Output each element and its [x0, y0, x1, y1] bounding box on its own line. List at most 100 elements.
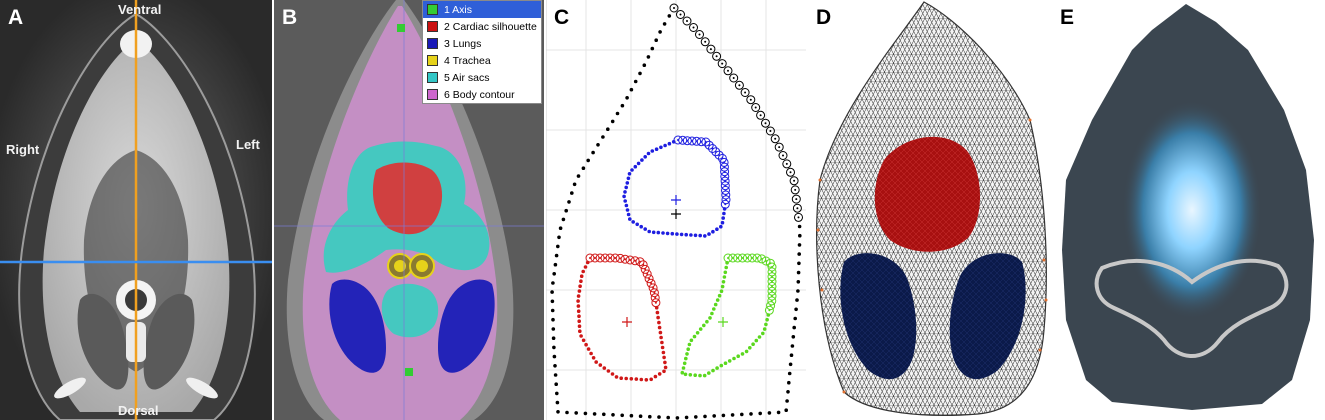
contour-electrode-center — [774, 137, 777, 140]
contour-electrode-center — [654, 296, 657, 299]
contour-dot — [740, 412, 744, 417]
contour-electrode-center — [795, 198, 798, 201]
contour-electrode-marker — [756, 110, 766, 120]
panel-a-ct-slice: A Ventral Dorsal Right Left — [0, 0, 272, 420]
contour-dot — [651, 230, 656, 235]
contour-dot — [656, 315, 660, 320]
contour-dot — [717, 293, 722, 298]
contour-electrode-marker — [700, 37, 710, 47]
contour-dot — [558, 226, 563, 230]
contour-dot — [625, 208, 630, 212]
legend-item-trachea[interactable]: 4 Trachea — [423, 52, 541, 69]
legend-item-lungs[interactable]: 3 Lungs — [423, 35, 541, 52]
contour-dot — [660, 345, 665, 350]
contour-electrode-marker — [778, 151, 788, 160]
contour-dot — [671, 140, 676, 144]
contour-dot — [619, 376, 623, 381]
contour-electrode-marker — [646, 278, 656, 288]
contour-dot — [610, 119, 615, 124]
contour-dot — [554, 253, 559, 258]
contour-dot — [606, 369, 611, 373]
contour-electrode-center — [727, 69, 729, 72]
contour-dot — [628, 217, 632, 221]
contour-dot — [581, 166, 586, 170]
contour-dot — [797, 261, 801, 266]
contour-dot — [786, 390, 790, 394]
legend-label: 1 Axis — [444, 3, 473, 16]
contour-dot — [663, 360, 667, 365]
legend-item-cardiac[interactable]: 2 Cardiac silhouette — [423, 18, 541, 35]
legend-label: 6 Body contour — [444, 88, 515, 101]
contour-dot — [620, 413, 624, 418]
contour-dot — [710, 311, 714, 316]
panel-c-label: C — [554, 6, 570, 29]
contour-dot — [715, 227, 719, 231]
contour-dot — [724, 265, 728, 270]
contour-dot — [630, 168, 634, 172]
contour-dot — [550, 308, 555, 313]
contour-dot — [583, 411, 588, 416]
contour-dot — [576, 294, 581, 298]
contour-dot — [596, 143, 600, 147]
cardiac-region — [372, 162, 443, 235]
contour-electrode-marker — [595, 253, 605, 263]
contour-electrode-marker — [734, 80, 744, 90]
contour-dot — [789, 353, 794, 358]
contour-dot — [551, 336, 556, 341]
contour-dot — [662, 22, 667, 26]
contour-electrode-marker — [704, 140, 714, 150]
contour-dot — [578, 329, 582, 334]
contour-dot — [633, 164, 638, 169]
legend-swatch — [427, 55, 438, 66]
contour-dot — [767, 411, 772, 415]
contour-dot — [577, 314, 581, 319]
right-lung-contour-dots — [680, 253, 777, 378]
contour-dot — [657, 372, 662, 376]
contour-dot — [602, 366, 607, 370]
contour-dot — [679, 232, 684, 237]
contour-dot — [681, 366, 686, 370]
legend-item-body-contour[interactable]: 6 Body contour — [423, 86, 541, 103]
legend-swatch — [427, 21, 438, 32]
contour-dot — [625, 96, 629, 100]
contour-dot — [642, 63, 647, 67]
contour-electrode-marker — [669, 3, 679, 13]
legend-item-air-sacs[interactable]: 5 Air sacs — [423, 69, 541, 86]
ventral-label: Ventral — [118, 2, 162, 17]
contour-electrode-marker — [786, 167, 795, 177]
contour-electrode-center — [744, 91, 747, 94]
contour-electrode-center — [686, 20, 688, 22]
contour-dot — [711, 368, 715, 373]
legend-item-axis[interactable]: 1 Axis — [423, 1, 541, 18]
contour-dot — [692, 334, 697, 339]
contour-dot — [796, 289, 800, 293]
contour-electrode-center — [673, 7, 675, 9]
contour-electrode-marker — [770, 134, 780, 144]
contour-electrode-center — [594, 257, 596, 259]
contour-dot — [707, 371, 711, 375]
contour-dot — [577, 324, 582, 329]
legend-swatch — [427, 4, 438, 15]
contour-dot — [567, 200, 571, 204]
contour-dot — [787, 380, 791, 385]
contour-electrode-marker — [605, 253, 615, 263]
contour-dot — [631, 220, 635, 224]
contour-electrode-center — [698, 33, 701, 36]
contour-electrode-marker — [746, 95, 756, 105]
contour-electrode-marker — [794, 212, 803, 222]
contour-electrode-marker — [740, 88, 750, 97]
contour-dot — [638, 71, 642, 76]
contour-electrode-center — [624, 258, 627, 261]
panel-e-label: E — [1060, 6, 1075, 29]
contour-dot — [654, 147, 659, 151]
contour-dot — [689, 338, 694, 343]
contour-dot — [715, 366, 719, 370]
contour-dot — [643, 227, 647, 231]
contour-dot — [624, 185, 628, 190]
legend-swatch — [427, 72, 438, 83]
contour-dot — [666, 415, 670, 420]
contour-electrode-marker — [774, 142, 784, 152]
contour-dot — [574, 411, 578, 415]
contour-dot — [687, 342, 692, 347]
contour-dot — [565, 410, 569, 415]
